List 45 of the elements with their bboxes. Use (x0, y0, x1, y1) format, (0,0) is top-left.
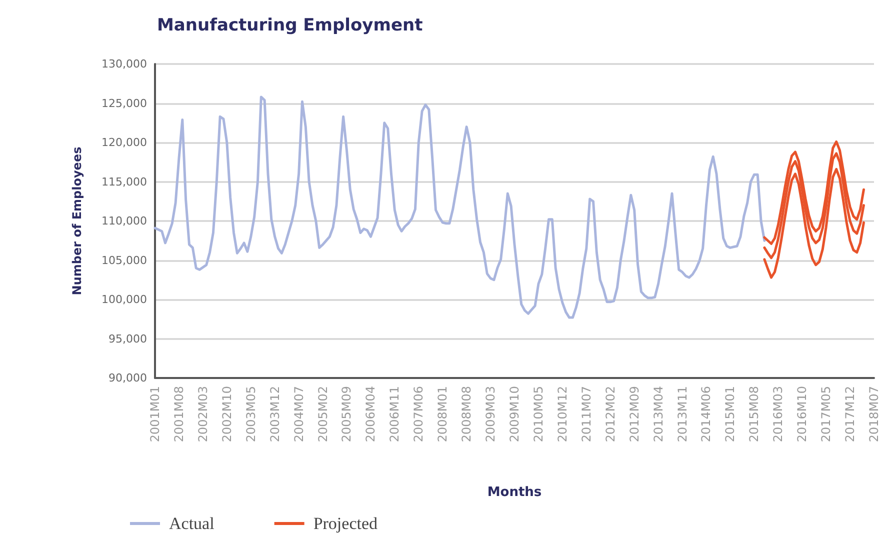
x-tick-label: 2016M10 (795, 386, 810, 442)
x-tick-label: 2015M01 (723, 386, 738, 442)
x-tick-label: 2011M07 (579, 386, 594, 442)
x-tick-label: 2013M11 (675, 386, 690, 442)
chart-title: Manufacturing Employment (157, 16, 423, 36)
x-tick-label: 2018M07 (867, 386, 881, 442)
x-tick-label: 2014M06 (699, 386, 714, 442)
x-tick-label: 2001M08 (172, 386, 186, 442)
y-tick-label: 95,000 (108, 332, 147, 346)
y-tick-label: 110,000 (102, 214, 147, 228)
y-tick-label: 105,000 (102, 254, 147, 267)
x-tick-label: 2001M01 (148, 386, 162, 442)
x-tick-label: 2009M03 (484, 386, 498, 442)
x-tick-label: 2010M12 (555, 386, 570, 442)
x-tick-label: 2003M12 (268, 386, 282, 442)
x-tick-label: 2006M11 (388, 386, 402, 442)
x-tick-label: 2003M05 (244, 386, 258, 442)
y-tick-label: 120,000 (102, 136, 147, 149)
x-tick-label: 2006M04 (364, 386, 378, 442)
x-tick-label: 2015M08 (747, 386, 762, 442)
legend-label: Projected (313, 514, 378, 533)
x-tick-label: 2017M05 (819, 386, 834, 442)
x-tick-label: 2002M10 (220, 386, 234, 442)
x-tick-label: 2009M10 (508, 386, 522, 442)
x-axis-title: Months (487, 485, 542, 500)
x-tick-label: 2004M07 (292, 386, 306, 442)
y-tick-label: 100,000 (102, 293, 147, 306)
x-tick-label: 2013M04 (651, 386, 666, 442)
x-tick-label: 2008M08 (460, 386, 474, 442)
x-tick-label: 2005M02 (316, 386, 330, 442)
x-tick-label: 2005M09 (340, 386, 354, 442)
legend-label: Actual (169, 514, 215, 533)
x-tick-label: 2017M12 (843, 386, 858, 442)
y-tick-label: 125,000 (102, 96, 147, 110)
y-tick-label: 115,000 (102, 175, 147, 188)
x-tick-label: 2016M03 (771, 386, 786, 442)
y-tick-label: 130,000 (102, 58, 147, 70)
y-axis-title: Number of Employees (70, 146, 84, 296)
x-tick-label: 2008M01 (436, 386, 450, 442)
y-tick-label: 90,000 (108, 372, 147, 384)
x-tick-label: 2012M02 (603, 386, 618, 442)
x-tick-label: 2007M06 (412, 386, 426, 442)
x-tick-label: 2002M03 (196, 386, 210, 442)
x-tick-label: 2012M09 (627, 386, 642, 442)
x-tick-label: 2010M05 (531, 386, 546, 442)
